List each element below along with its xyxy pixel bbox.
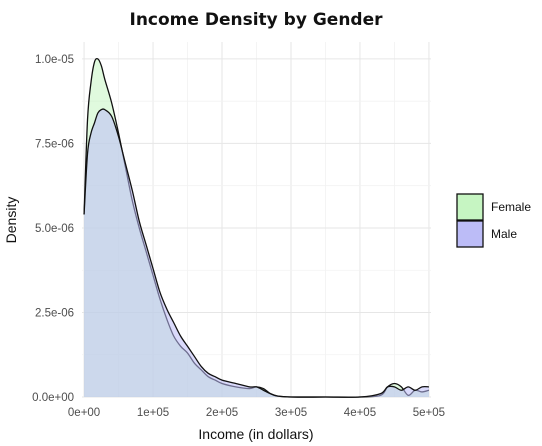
x-axis-title: Income (in dollars) xyxy=(198,426,313,442)
y-tick-label: 1.0e-05 xyxy=(35,54,74,66)
x-tick-label: 4e+05 xyxy=(344,407,376,419)
male-density-line xyxy=(83,108,429,398)
x-tick-label: 1e+05 xyxy=(137,407,169,419)
legend-swatch-female xyxy=(456,193,484,221)
male-density-area xyxy=(84,108,429,398)
legend-label-male: Male xyxy=(491,227,517,241)
x-tick-label: 3e+05 xyxy=(275,407,307,419)
legend-label-female: Female xyxy=(491,200,531,214)
y-axis-title: Density xyxy=(3,197,19,244)
chart-title: Income Density by Gender xyxy=(130,10,384,30)
y-tick-label: 5.0e-06 xyxy=(35,223,74,235)
x-tick-label: 5e+05 xyxy=(413,407,445,419)
y-tick-label: 7.5e-06 xyxy=(35,138,74,150)
y-tick-label: 0.0e+00 xyxy=(32,392,74,404)
y-tick-label: 2.5e-06 xyxy=(35,307,74,319)
legend-swatch-male xyxy=(456,220,484,248)
density-areas xyxy=(83,57,430,398)
legend: Female Male xyxy=(456,193,531,248)
x-tick-label: 2e+05 xyxy=(206,407,238,419)
x-tick-label: 0e+00 xyxy=(68,407,100,419)
x-axis-ticks: 0e+00 1e+05 2e+05 3e+05 4e+05 5e+05 xyxy=(68,407,445,419)
y-axis-ticks: 0.0e+00 2.5e-06 5.0e-06 7.5e-06 1.0e-05 xyxy=(32,54,74,404)
